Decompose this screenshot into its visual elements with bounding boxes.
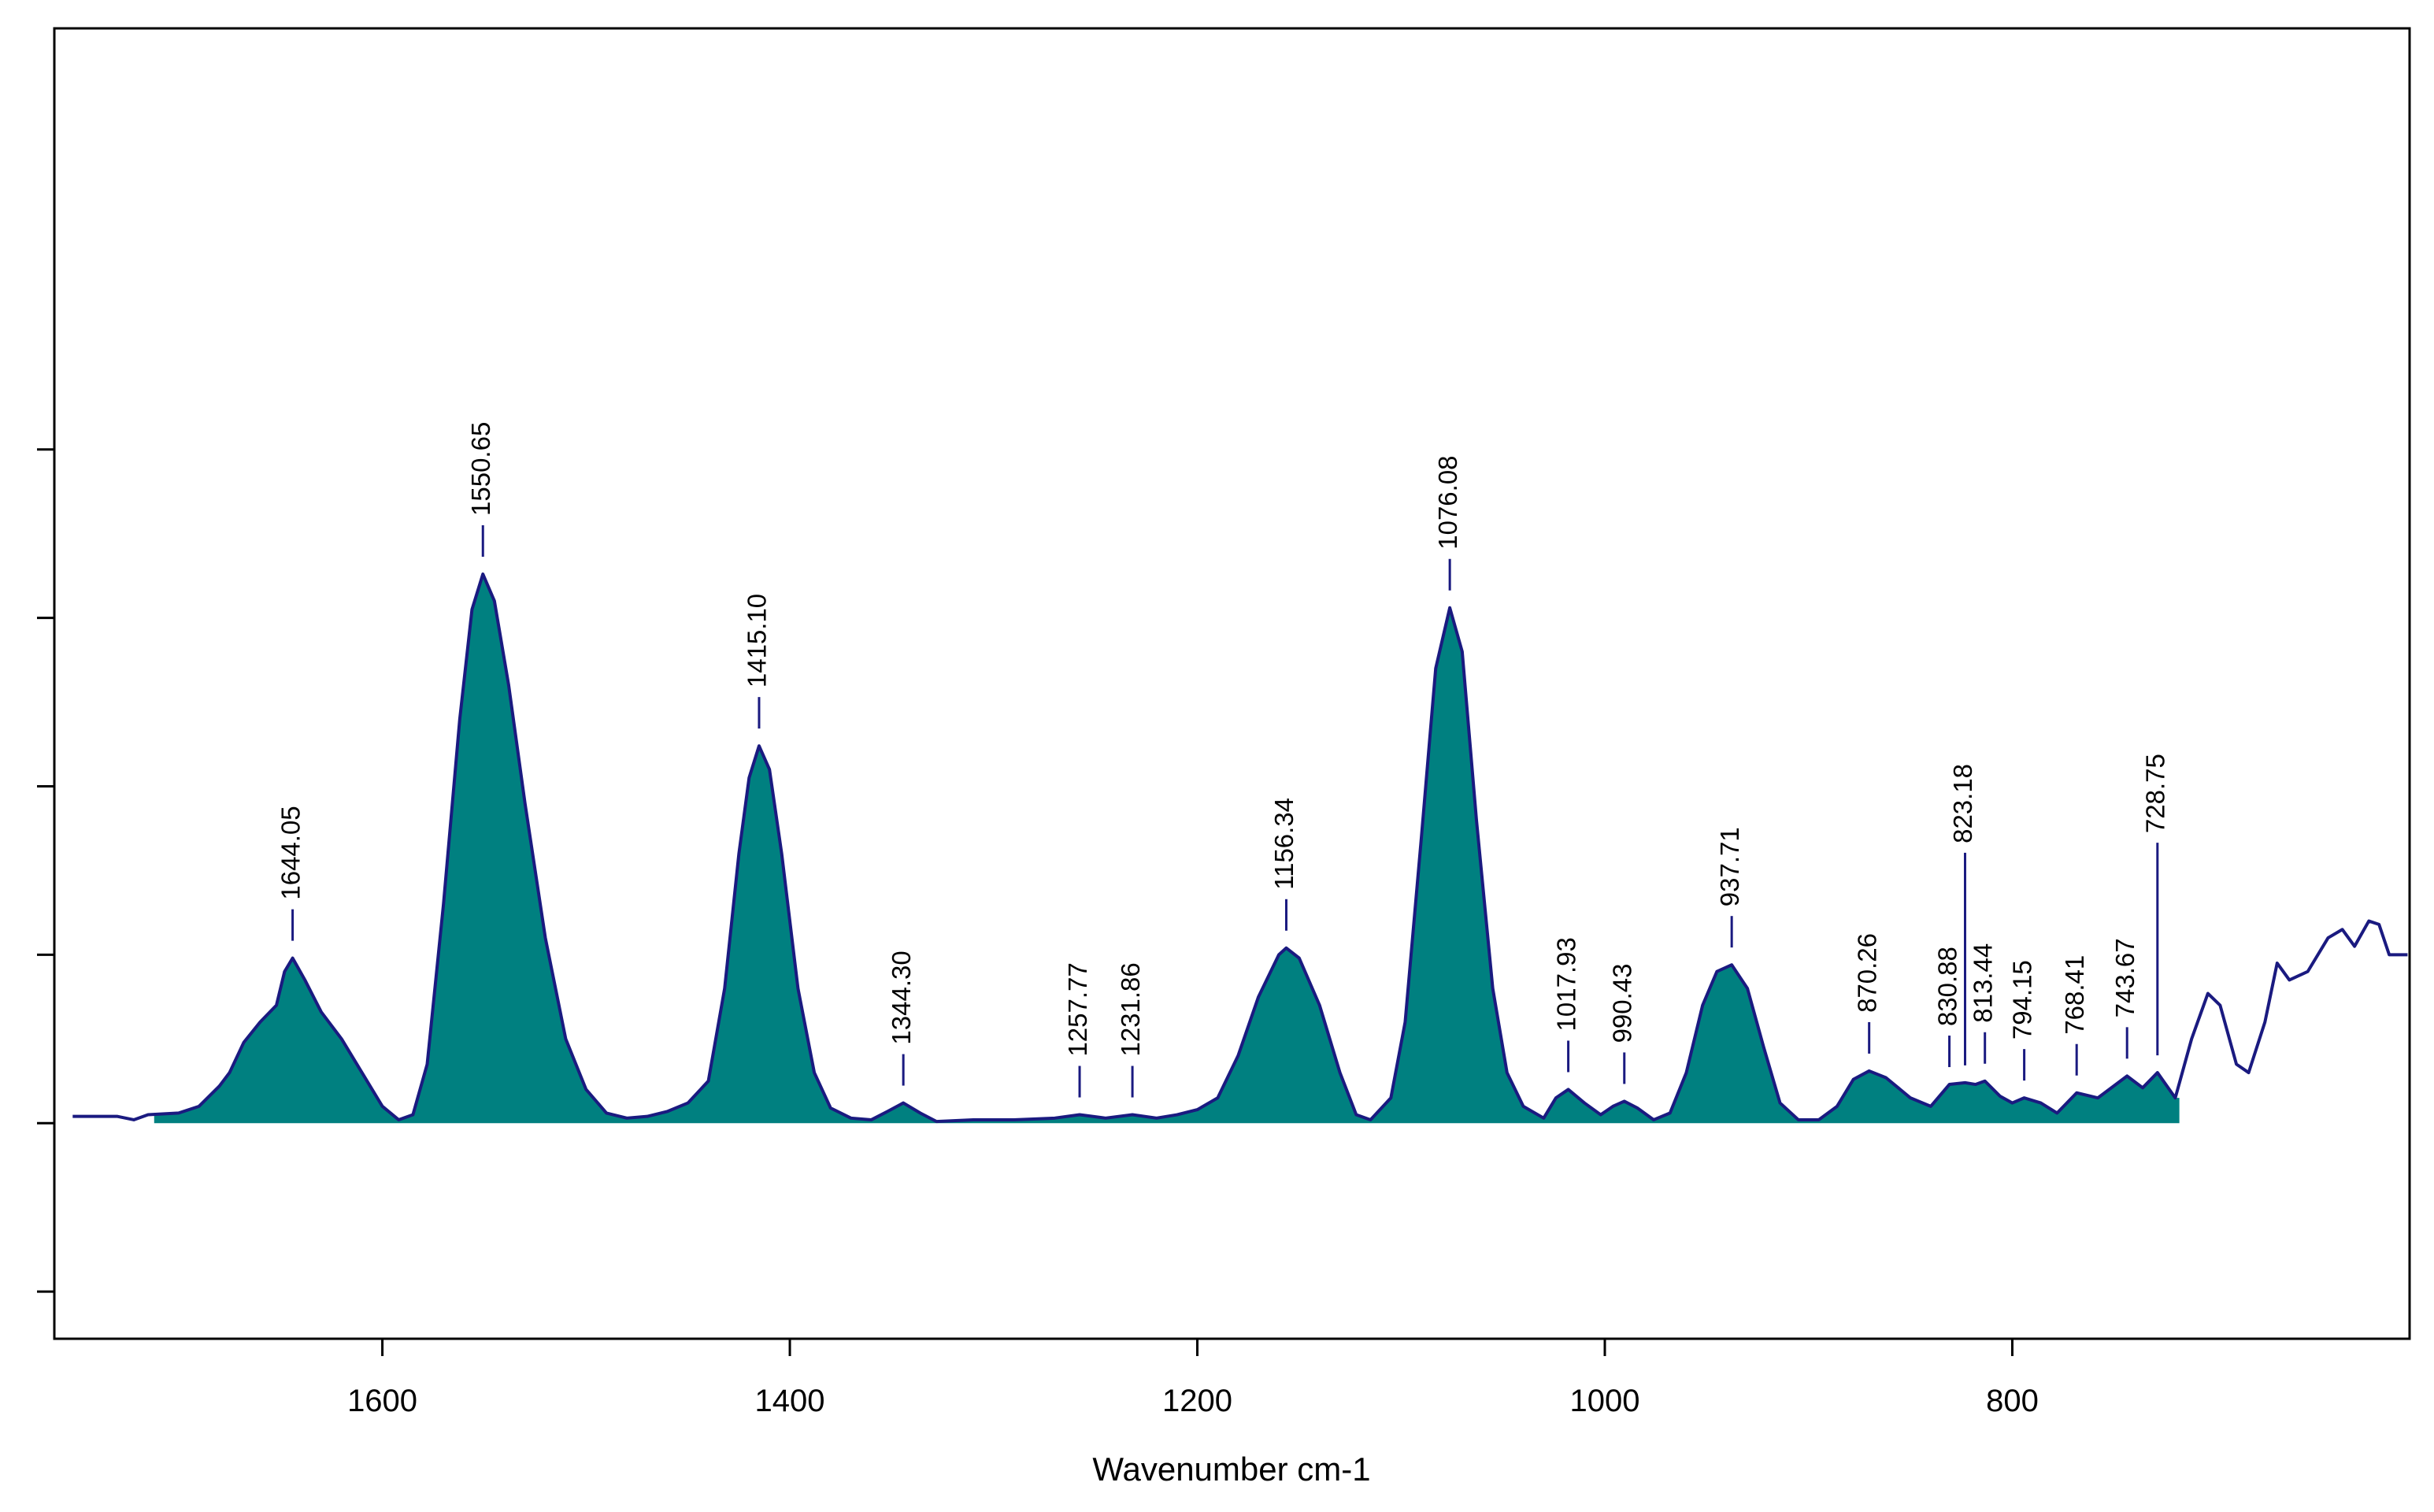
x-tick-label: 800	[1986, 1384, 2039, 1418]
peak-label: 728.75	[2141, 754, 2170, 833]
plot-frame	[53, 27, 2411, 1340]
peak-label: 823.18	[1948, 764, 1977, 843]
peak-label: 768.41	[2060, 955, 2089, 1035]
peak-label: 1644.05	[276, 806, 305, 899]
x-tick-label: 1600	[347, 1384, 417, 1418]
x-tick-label: 1400	[755, 1384, 825, 1418]
peak-label: 1415.10	[743, 594, 772, 687]
x-tick-label: 1000	[1569, 1384, 1639, 1418]
x-tick-label: 1200	[1162, 1384, 1232, 1418]
spectrum-line	[72, 572, 2408, 1124]
x-axis-label: Wavenumber cm-1	[1092, 1451, 1370, 1488]
peak-label: 1017.93	[1551, 937, 1580, 1031]
peak-label: 1344.30	[887, 951, 916, 1044]
peak-label: 1156.34	[1269, 798, 1299, 890]
peak-label: 830.88	[1932, 947, 1962, 1026]
area	[154, 573, 2180, 1124]
peak-label: 1076.08	[1433, 455, 1462, 549]
peak-label: 937.71	[1715, 827, 1744, 906]
peak-label: 813.44	[1968, 943, 1997, 1023]
peak-label: 1257.77	[1063, 962, 1092, 1056]
peak-label: 794.15	[2007, 960, 2036, 1040]
peak-label: 743.67	[2110, 938, 2139, 1017]
peak-label: 990.43	[1607, 963, 1636, 1043]
peak-label: 1550.65	[466, 422, 495, 516]
peak-label: 870.26	[1852, 933, 1881, 1013]
peak-label: 1231.86	[1116, 962, 1145, 1056]
